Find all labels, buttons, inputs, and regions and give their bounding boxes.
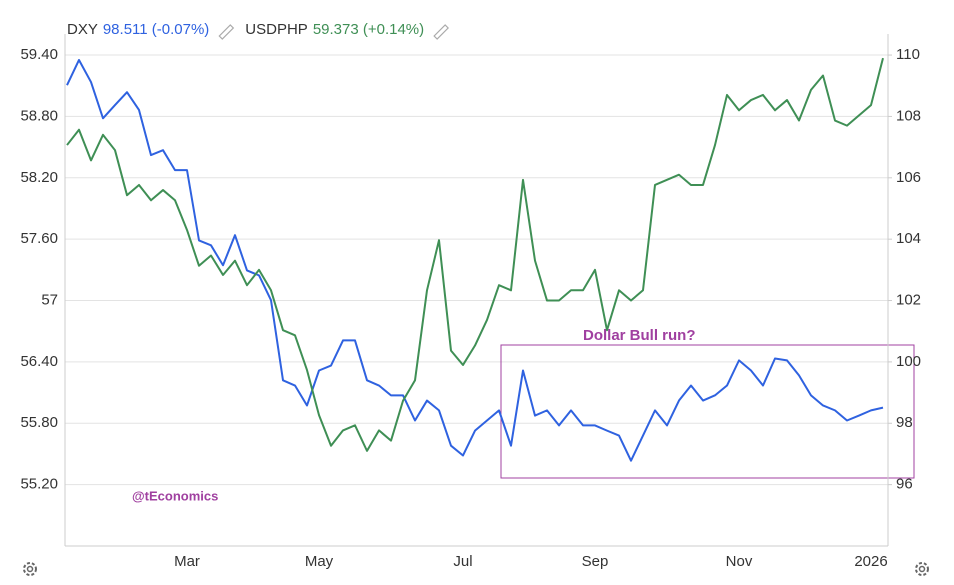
y-tick-label: 55.80 (20, 414, 58, 431)
x-tick-label: Mar (174, 553, 200, 570)
y2-tick-label: 102 (896, 292, 921, 309)
watermark: @tEconomics (132, 488, 218, 503)
y-tick-label: 57.60 (20, 230, 58, 247)
y-tick-label: 56.40 (20, 353, 58, 370)
series-line (66, 58, 884, 462)
y-tick-label: 55.20 (20, 476, 58, 493)
settings-icon[interactable] (23, 562, 37, 576)
y2-tick-label: 106 (896, 169, 921, 186)
legend-name[interactable]: DXY (67, 21, 98, 38)
y-tick-label: 57 (41, 291, 58, 308)
y2-tick-label: 110 (896, 46, 920, 63)
series-line (66, 57, 884, 452)
edit-icon (433, 24, 449, 40)
edit-icon (218, 24, 235, 40)
grid (65, 54, 888, 486)
legend-value: 98.511 (-0.07%) (103, 21, 209, 38)
gear-hub (26, 565, 34, 573)
y-tick-label: 59.40 (20, 46, 58, 63)
x-tick-label: Nov (726, 553, 753, 570)
legend-value: 59.373 (+0.14%) (313, 21, 424, 38)
y2-tick-label: 98 (896, 414, 913, 431)
gear (915, 562, 929, 576)
y-tick-label: 58.80 (20, 107, 58, 124)
y2-tick-label: 96 (896, 476, 913, 493)
annotation: Dollar Bull run? (583, 327, 696, 344)
x-tick-label: May (305, 553, 334, 570)
x-tick-label: 2026 (854, 553, 887, 570)
gear (23, 562, 37, 576)
y2-tick-label: 100 (896, 353, 921, 370)
y-tick-label: 58.20 (20, 169, 58, 186)
gear-hub (918, 565, 926, 573)
x-tick-label: Jul (453, 553, 472, 570)
legend-name[interactable]: USDPHP (245, 21, 308, 38)
x-tick-label: Sep (582, 553, 609, 570)
y2-tick-label: 104 (896, 230, 921, 247)
annotation-box (500, 344, 915, 479)
y2-tick-label: 108 (896, 107, 921, 124)
settings-icon[interactable] (915, 562, 929, 576)
